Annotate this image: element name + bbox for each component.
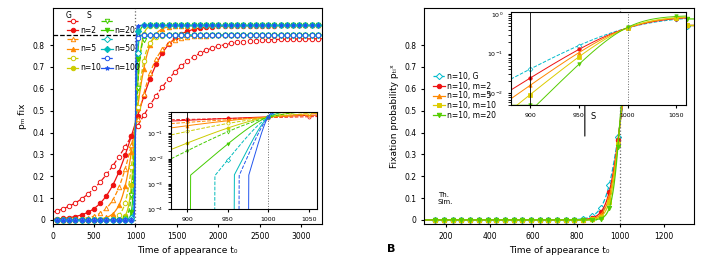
- Text: B: B: [387, 244, 395, 254]
- Text: S: S: [87, 11, 91, 20]
- Text: Sim.: Sim.: [438, 199, 454, 205]
- Y-axis label: Fixation probability pₜᵢˣ: Fixation probability pₜᵢˣ: [390, 64, 399, 168]
- Legend: , n=2, , n=5, , n=10, , n=20, , n=50, , n=100: , n=2, , n=5, , n=10, , n=20, , n=50, , …: [64, 14, 142, 74]
- Legend: n=10, G, n=10, m=2, n=10, m=5, n=10, m=10, n=10, m=20: n=10, G, n=10, m=2, n=10, m=5, n=10, m=1…: [431, 70, 498, 121]
- X-axis label: Time of appearance t₀: Time of appearance t₀: [509, 246, 609, 256]
- Y-axis label: pₘ fix: pₘ fix: [18, 103, 27, 129]
- Text: Th.: Th.: [438, 192, 449, 198]
- Text: S: S: [590, 112, 595, 121]
- Text: G: G: [66, 11, 72, 20]
- X-axis label: Time of appearance t₀: Time of appearance t₀: [137, 246, 238, 256]
